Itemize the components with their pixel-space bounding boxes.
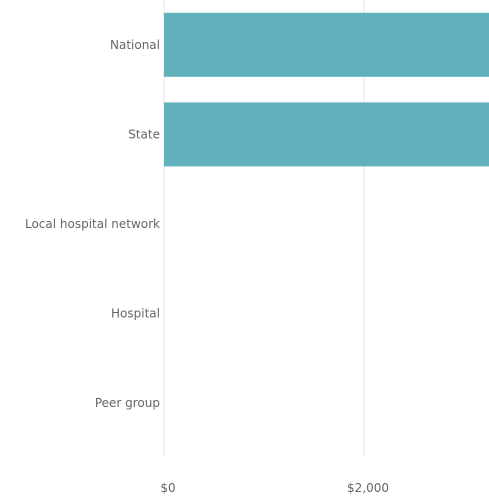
- category-label-layer: National State Local hospital network Hospi…: [25, 38, 160, 410]
- bar-layer: [164, 12, 489, 167]
- category-label: State: [128, 127, 160, 141]
- bar-national[interactable]: [164, 12, 489, 77]
- category-label: Local hospital network: [25, 217, 160, 231]
- category-label: National: [110, 38, 160, 52]
- bar-state[interactable]: [164, 102, 489, 167]
- x-tick-label: $2,000: [347, 481, 389, 495]
- x-tick-label: $0: [160, 481, 175, 495]
- x-tick-label-layer: $0 $2,000: [160, 481, 389, 495]
- category-label: Peer group: [95, 396, 160, 410]
- category-label: Hospital: [111, 307, 160, 321]
